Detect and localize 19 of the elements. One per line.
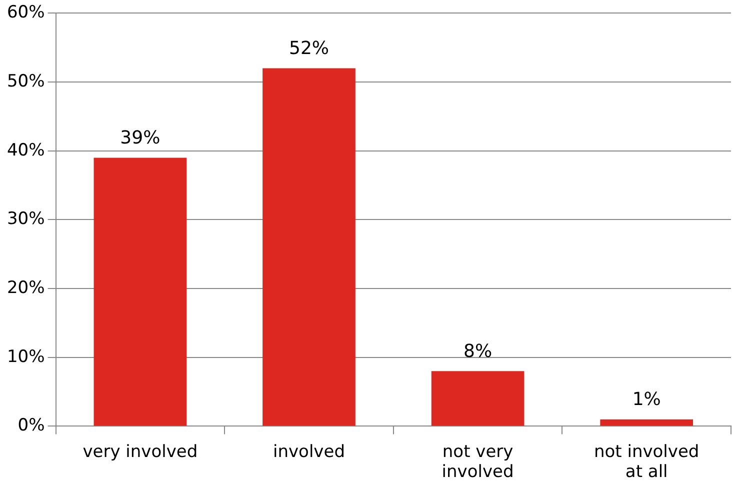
- bar: [600, 419, 694, 426]
- y-tick-label: 30%: [6, 209, 45, 230]
- x-tick-label: not involved at all: [594, 442, 700, 482]
- y-tick-label: 20%: [6, 278, 45, 298]
- y-tick-label: 10%: [6, 346, 45, 367]
- x-tick-label: not very involved: [442, 442, 514, 482]
- x-tick-label: very involved: [82, 442, 198, 462]
- bar: [431, 371, 524, 426]
- x-tick-label: involved: [272, 442, 345, 462]
- y-tick-label: 40%: [6, 140, 45, 160]
- y-tick-label: 60%: [6, 2, 45, 23]
- data-label: 52%: [288, 38, 329, 59]
- bar: [262, 68, 356, 426]
- y-tick-label: 0%: [18, 416, 45, 436]
- data-label: 8%: [464, 340, 492, 362]
- data-label: 39%: [120, 127, 160, 148]
- y-tick-label: 50%: [6, 71, 45, 92]
- bar: [94, 158, 187, 426]
- data-label: 1%: [632, 388, 661, 410]
